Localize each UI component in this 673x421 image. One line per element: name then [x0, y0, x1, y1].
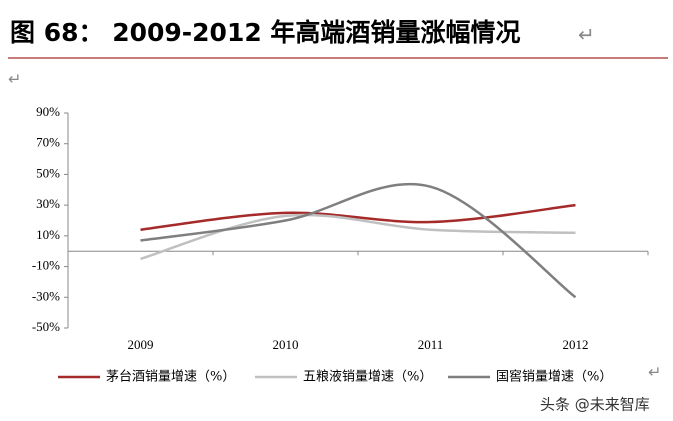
x-tick-label: 2011	[418, 337, 444, 352]
x-tick-label: 2012	[563, 337, 589, 352]
series-line	[140, 213, 576, 261]
y-tick-label: -10%	[32, 258, 60, 273]
legend-label: 国窖销量增速（%）	[496, 369, 612, 385]
x-tick-label: 2010	[273, 337, 299, 352]
y-tick-label: 90%	[36, 104, 60, 119]
series-line	[140, 203, 576, 231]
x-tick-label: 2009	[128, 337, 154, 352]
y-tick-label: 70%	[36, 135, 60, 150]
y-tick-label: 30%	[36, 196, 60, 211]
paragraph-mark: ↵	[578, 23, 595, 47]
legend-label: 五粮液销量增速（%）	[303, 370, 432, 385]
legend-label: 茅台酒销量增速（%）	[106, 370, 235, 385]
y-tick-label: 50%	[36, 165, 60, 180]
y-tick-label: 10%	[36, 227, 60, 242]
y-tick-label: -30%	[32, 288, 60, 303]
paragraph-mark: ↵	[648, 363, 661, 382]
paragraph-mark: ↵	[8, 70, 21, 89]
y-tick-label: -50%	[32, 319, 60, 334]
series-line	[140, 182, 577, 299]
watermark: 头条 @未来智库	[540, 396, 650, 414]
chart-title: 图 68： 2009-2012 年高端酒销量涨幅情况	[10, 18, 520, 47]
